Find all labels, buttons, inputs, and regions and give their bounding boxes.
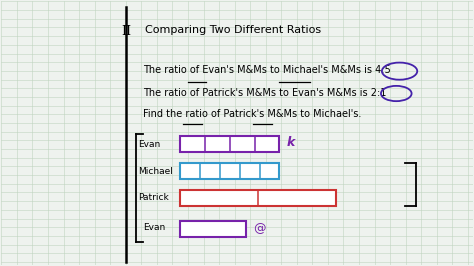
Text: @: @ (254, 222, 266, 235)
Text: Evan: Evan (138, 140, 160, 149)
Text: Evan: Evan (143, 223, 165, 232)
Text: k: k (286, 136, 295, 149)
Bar (181, 221, 246, 238)
Text: Find the ratio of Patrick's M&Ms to Michael's.: Find the ratio of Patrick's M&Ms to Mich… (143, 109, 361, 119)
Text: The ratio of Patrick's M&Ms to Evan's M&Ms is 2:1: The ratio of Patrick's M&Ms to Evan's M&… (143, 88, 386, 98)
Text: Michael: Michael (138, 167, 173, 176)
Bar (181, 136, 279, 152)
Text: The ratio of Evan's M&Ms to Michael's M&Ms is 4:5: The ratio of Evan's M&Ms to Michael's M&… (143, 65, 391, 74)
Bar (181, 163, 279, 179)
Bar (181, 190, 336, 206)
Text: II: II (121, 25, 131, 38)
Text: Patrick: Patrick (138, 193, 169, 202)
Text: Comparing Two Different Ratios: Comparing Two Different Ratios (138, 25, 321, 35)
